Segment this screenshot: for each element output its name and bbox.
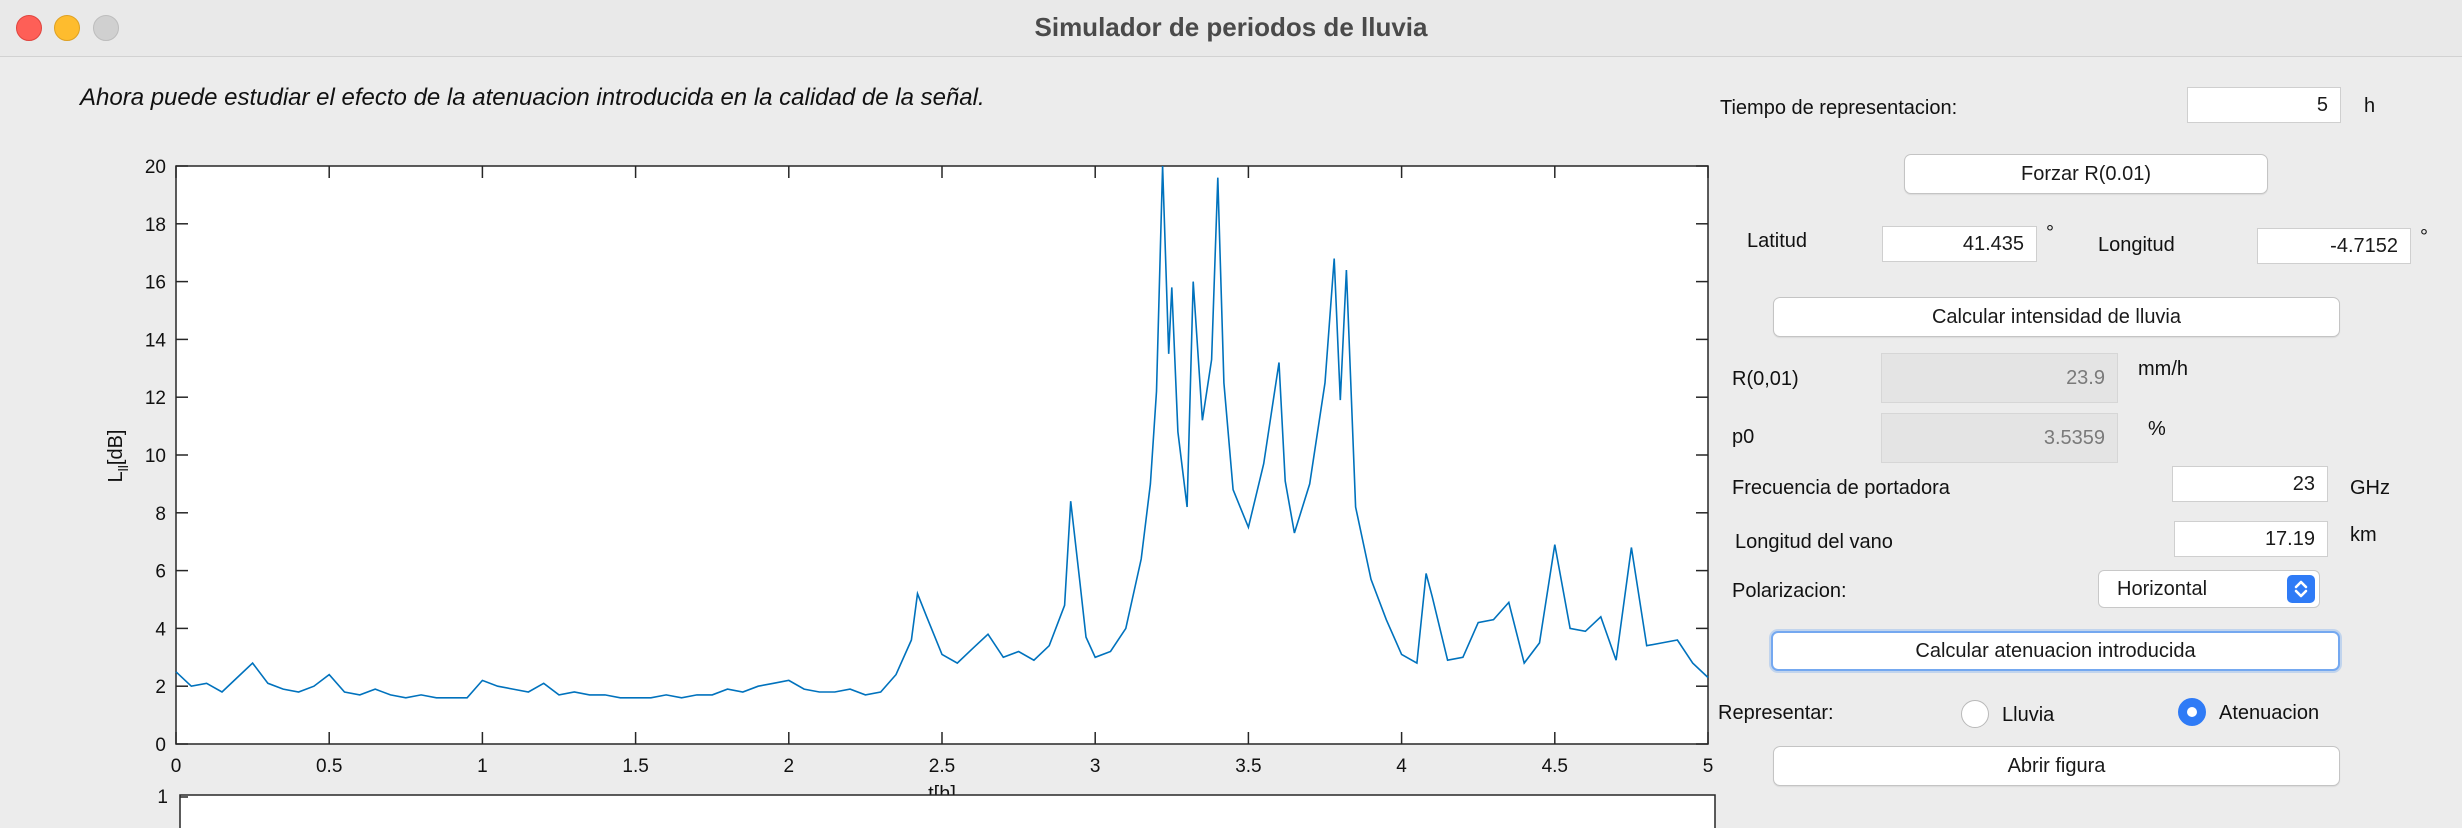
frecuencia-unit: GHz <box>2350 477 2390 499</box>
y-tick-label: 16 <box>145 273 166 294</box>
frecuencia-label: Frecuencia de portadora <box>1732 477 1950 499</box>
title-bar: Simulador de periodos de lluvia <box>0 0 2462 57</box>
x-tick-label: 3.5 <box>1235 756 1261 777</box>
y-tick-label: 10 <box>145 446 166 467</box>
svg-text:Lll[dB]: Lll[dB] <box>105 430 131 483</box>
second-axis-top-tick: 1 <box>157 787 168 808</box>
instruction-text: Ahora puede estudiar el efecto de la ate… <box>80 84 985 111</box>
frecuencia-input[interactable]: 23 <box>2172 466 2328 502</box>
calcular-intensidad-button[interactable]: Calcular intensidad de lluvia <box>1773 297 2340 337</box>
window-title: Simulador de periodos de lluvia <box>1034 12 1428 42</box>
close-window-button[interactable] <box>16 15 42 41</box>
p0-output: 3.5359 <box>1881 413 2118 463</box>
x-axis: 0 0.5 1 1.5 2 2.5 3 3.5 4 4.5 5 <box>171 166 1714 777</box>
second-plot-area <box>179 794 1716 828</box>
y-tick-label: 2 <box>155 677 166 698</box>
attenuation-series-line <box>175 165 1709 699</box>
y-tick-label: 12 <box>145 388 166 409</box>
longitud-label: Longitud <box>2098 234 2175 256</box>
y-tick-label: 18 <box>145 215 166 236</box>
forzar-r001-button[interactable]: Forzar R(0.01) <box>1904 154 2268 194</box>
x-tick-label: 2 <box>784 756 795 777</box>
x-tick-label: 3 <box>1090 756 1101 777</box>
x-tick-label: 4 <box>1396 756 1407 777</box>
x-tick-label: 5 <box>1703 756 1714 777</box>
x-tick-label: 0.5 <box>316 756 342 777</box>
y-axis-label: Lll[dB] <box>105 430 131 483</box>
x-tick-label: 1 <box>477 756 488 777</box>
r001-unit: mm/h <box>2138 358 2188 380</box>
x-tick-label: 4.5 <box>1542 756 1568 777</box>
longitud-vano-unit: km <box>2350 524 2377 546</box>
minimize-window-button[interactable] <box>54 15 80 41</box>
polarizacion-select[interactable]: Horizontal <box>2098 570 2320 608</box>
longitud-vano-input[interactable]: 17.19 <box>2174 521 2328 557</box>
y-tick-label: 6 <box>155 562 166 583</box>
latitud-degree: ° <box>2046 222 2054 244</box>
p0-unit: % <box>2148 418 2166 440</box>
latitud-input[interactable]: 41.435 <box>1882 226 2037 262</box>
chevron-up-down-icon <box>2287 575 2315 603</box>
r001-output: 23.9 <box>1881 353 2118 403</box>
polarizacion-label: Polarizacion: <box>1732 580 1847 602</box>
y-tick-label: 14 <box>145 330 167 351</box>
x-tick-label: 0 <box>171 756 182 777</box>
y-tick-label: 20 <box>145 157 166 178</box>
representar-label: Representar: <box>1718 702 1834 724</box>
x-tick-label: 1.5 <box>622 756 648 777</box>
longitud-degree: ° <box>2420 226 2428 248</box>
radio-lluvia-label[interactable]: Lluvia <box>2002 704 2055 726</box>
p0-label: p0 <box>1732 426 1755 448</box>
y-axis: 0 2 4 6 8 10 12 14 16 18 20 <box>145 157 1708 756</box>
abrir-figura-button[interactable]: Abrir figura <box>1773 746 2340 786</box>
latitud-label: Latitud <box>1747 230 1808 252</box>
tiempo-input[interactable]: 5 <box>2187 87 2341 123</box>
longitud-input[interactable]: -4.7152 <box>2257 228 2411 264</box>
tiempo-label: Tiempo de representacion: <box>1720 97 1958 119</box>
y-tick-label: 0 <box>155 735 166 756</box>
polarizacion-selected-value: Horizontal <box>2117 578 2208 600</box>
longitud-vano-label: Longitud del vano <box>1735 531 1893 553</box>
radio-atenuacion-label[interactable]: Atenuacion <box>2219 702 2320 724</box>
x-tick-label: 2.5 <box>929 756 955 777</box>
zoom-window-button[interactable] <box>93 15 119 41</box>
radio-lluvia[interactable] <box>1961 700 1989 728</box>
radio-atenuacion[interactable] <box>2178 698 2206 726</box>
r001-label: R(0,01) <box>1732 368 1799 390</box>
y-tick-label: 4 <box>155 619 166 640</box>
calcular-atenuacion-button[interactable]: Calcular atenuacion introducida <box>1771 631 2340 671</box>
y-tick-label: 8 <box>155 504 166 525</box>
plot-area <box>175 165 1709 745</box>
tiempo-unit: h <box>2364 95 2376 117</box>
